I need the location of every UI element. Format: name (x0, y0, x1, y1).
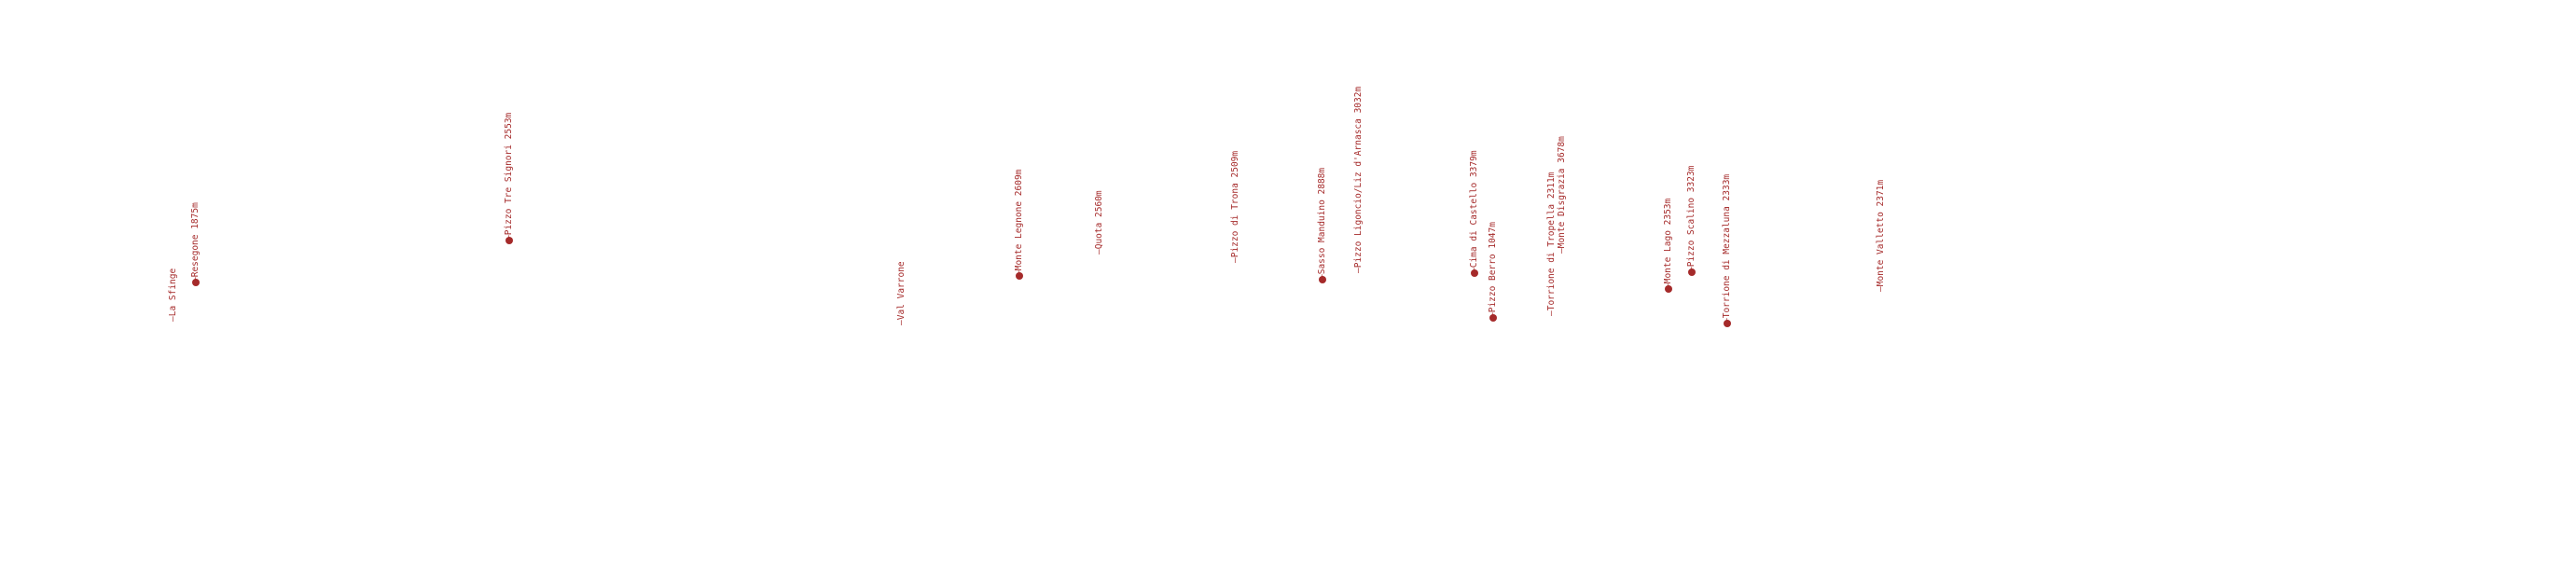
peak-label-text: —Monte Legnone 2609m (1014, 169, 1024, 276)
peak-label-text: —Pizzo Berro 1047m (1488, 222, 1498, 318)
peak-label-text: —La Sfinge (168, 268, 178, 322)
peak-label-text: —Monte Valletto 2371m (1876, 179, 1886, 292)
peak-marker-dot (1489, 314, 1497, 322)
peak-marker-dot (1688, 268, 1696, 276)
peak-label-text: —Monte Disgrazia 3678m (1557, 136, 1567, 254)
peak-label-text: —Val Varrone (896, 261, 907, 325)
peak-marker-dot (1724, 320, 1731, 327)
peak-marker-dot (506, 237, 513, 244)
peak-label-text: —Pizzo Ligoncio/Liz d'Arnasca 3032m (1353, 86, 1364, 273)
peak-label-text: —Cima di Castello 3379m (1469, 150, 1479, 273)
peak-label-text: —Torrione di Tropella 2311m (1546, 172, 1557, 316)
peak-marker-dot (192, 279, 200, 286)
peak-marker-dot (1319, 276, 1326, 283)
peak-label-text: —Pizzo Tre Signori 2553m (504, 112, 514, 241)
peak-label-text: —Pizzo di Trona 2509m (1230, 150, 1240, 263)
peak-label-text: —Sasso Manduino 2888m (1317, 167, 1327, 280)
peak-label-text: —Quota 2560m (1094, 190, 1104, 255)
peak-marker-dot (1665, 285, 1672, 293)
peak-label-text: —Monte Lago 2353m (1663, 198, 1673, 289)
peak-label-text: —Resegone 1875m (190, 202, 201, 282)
peak-label-text: —Pizzo Scalino 3323m (1686, 165, 1697, 272)
peak-label-text: —Torrione di Mezzaluna 2333m (1722, 173, 1732, 323)
peak-marker-dot (1016, 272, 1023, 280)
peak-marker-dot (1471, 269, 1478, 277)
